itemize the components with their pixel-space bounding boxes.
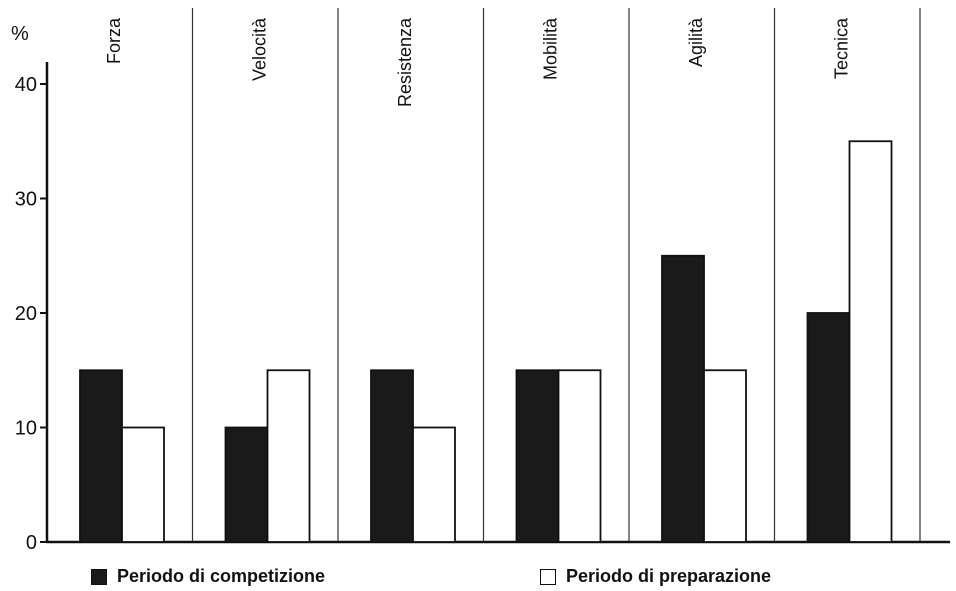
y-tick-label: 20 xyxy=(15,303,37,325)
category-label-velocita: Velocità xyxy=(249,17,269,81)
bar-mobilita-preparazione xyxy=(557,369,602,543)
bar-tecnica-competizione xyxy=(806,312,851,543)
y-axis: 0 10 20 30 40 xyxy=(15,62,49,554)
category-dividers xyxy=(191,8,921,542)
legend-item-preparazione: Periodo di preparazione xyxy=(540,566,771,587)
category-label-agilita: Agilità xyxy=(686,17,706,67)
legend-item-competizione: Periodo di competizione xyxy=(91,566,325,587)
bar-agilita-preparazione xyxy=(703,369,747,543)
legend-swatch-competizione xyxy=(91,568,107,585)
bar-chart: 0 10 20 30 40 Forza Velocità Resistenza Mobilit… xyxy=(11,8,950,554)
category-label-tecnica: Tecnica xyxy=(831,17,851,79)
legend-label-preparazione: Periodo di preparazione xyxy=(566,566,772,586)
bar-mobilita-competizione xyxy=(515,369,560,543)
y-axis-unit-label: % xyxy=(11,23,29,45)
y-tick-label: 30 xyxy=(15,189,37,211)
y-tick-label: 10 xyxy=(15,418,37,440)
bar-velocita-preparazione xyxy=(266,369,311,543)
category-label-forza: Forza xyxy=(104,17,124,64)
y-tick-label: 0 xyxy=(26,532,37,554)
category-label-resistenza: Resistenza xyxy=(395,17,415,107)
legend-swatch-preparazione xyxy=(540,568,556,585)
legend-label-competizione: Periodo di competizione xyxy=(117,566,326,586)
bar-tecnica-preparazione xyxy=(848,140,893,543)
category-label-mobilita: Mobilità xyxy=(540,17,560,80)
bar-resistenza-preparazione xyxy=(412,426,456,543)
bar-forza-preparazione xyxy=(121,426,165,543)
y-tick-label: 40 xyxy=(15,74,37,96)
bar-resistenza-competizione xyxy=(370,369,414,543)
bar-velocita-competizione xyxy=(224,426,269,543)
category-labels: Forza Velocità Resistenza Mobilità Agilità Te… xyxy=(104,17,852,107)
bar-forza-competizione xyxy=(79,369,123,543)
bar-agilita-competizione xyxy=(661,254,705,543)
bars xyxy=(79,140,893,543)
